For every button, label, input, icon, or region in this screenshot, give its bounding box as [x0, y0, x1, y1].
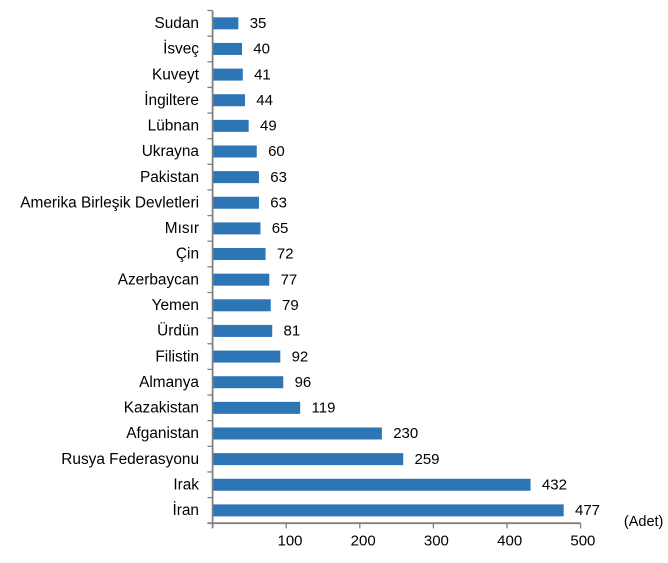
svg-text:230: 230	[393, 425, 418, 442]
svg-text:79: 79	[282, 297, 299, 314]
svg-text:Sudan: Sudan	[154, 15, 199, 32]
svg-text:Lübnan: Lübnan	[148, 118, 199, 135]
svg-text:41: 41	[254, 66, 271, 83]
svg-text:49: 49	[260, 118, 277, 135]
svg-text:Ukrayna: Ukrayna	[142, 143, 200, 160]
svg-text:500: 500	[570, 533, 595, 550]
svg-text:100: 100	[277, 533, 302, 550]
svg-text:65: 65	[272, 220, 289, 237]
svg-text:Almanya: Almanya	[139, 374, 199, 391]
svg-text:63: 63	[270, 169, 287, 186]
svg-text:Mısır: Mısır	[165, 220, 199, 237]
svg-text:Kazakistan: Kazakistan	[124, 400, 199, 417]
svg-text:81: 81	[284, 323, 301, 340]
svg-text:Pakistan: Pakistan	[140, 169, 199, 186]
svg-text:Amerika Birleşik Devletleri: Amerika Birleşik Devletleri	[20, 194, 199, 211]
svg-text:Çin: Çin	[176, 246, 199, 263]
svg-text:477: 477	[575, 502, 600, 519]
svg-text:Kuveyt: Kuveyt	[152, 66, 200, 83]
svg-text:259: 259	[415, 451, 440, 468]
svg-text:Azerbaycan: Azerbaycan	[118, 271, 199, 288]
svg-text:72: 72	[277, 246, 294, 263]
svg-text:200: 200	[351, 533, 376, 550]
svg-text:İran: İran	[172, 501, 199, 519]
svg-text:Ürdün: Ürdün	[157, 322, 199, 340]
svg-text:96: 96	[295, 374, 312, 391]
svg-text:Filistin: Filistin	[155, 348, 199, 365]
svg-text:Rusya Federasyonu: Rusya Federasyonu	[61, 451, 199, 468]
svg-text:Afganistan: Afganistan	[126, 425, 199, 442]
svg-text:İsveç: İsveç	[163, 40, 199, 58]
svg-text:Yemen: Yemen	[152, 297, 199, 314]
svg-text:Irak: Irak	[173, 476, 199, 493]
svg-text:400: 400	[497, 533, 522, 550]
svg-text:44: 44	[256, 92, 273, 109]
svg-text:35: 35	[250, 15, 267, 32]
svg-text:77: 77	[281, 271, 298, 288]
svg-text:(Adet): (Adet)	[624, 514, 664, 530]
svg-text:40: 40	[253, 41, 270, 58]
svg-text:432: 432	[542, 476, 567, 493]
svg-text:60: 60	[268, 143, 285, 160]
svg-text:63: 63	[270, 194, 287, 211]
svg-text:300: 300	[424, 533, 449, 550]
svg-text:92: 92	[292, 348, 309, 365]
svg-text:119: 119	[312, 400, 336, 417]
svg-text:İngiltere: İngiltere	[144, 91, 199, 109]
